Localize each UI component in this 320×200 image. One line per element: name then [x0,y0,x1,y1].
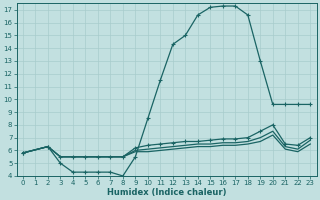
X-axis label: Humidex (Indice chaleur): Humidex (Indice chaleur) [107,188,226,197]
